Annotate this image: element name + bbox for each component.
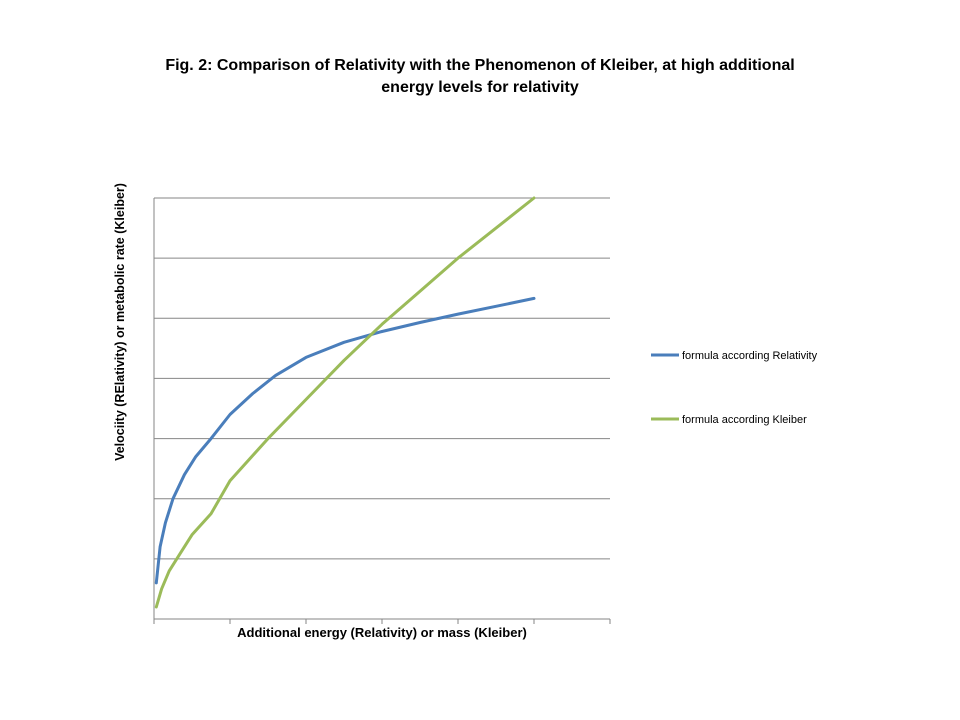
series-line-2: [154, 196, 536, 609]
x-ticks: [153, 619, 611, 624]
legend-label-2: formula according Kleiber: [682, 414, 807, 426]
chart-title-line-1: Fig. 2: Comparison of Relativity with th…: [165, 57, 795, 74]
chart-title-line-2: energy levels for relativity: [381, 79, 579, 96]
series-lines: [154, 196, 536, 609]
x-axis-label: Additional energy (Relativity) or mass (…: [237, 625, 527, 640]
chart-title: Fig. 2: Comparison of Relativity with th…: [140, 55, 820, 99]
series-line-1: [154, 296, 536, 585]
legend: formula according Relativity formula acco…: [651, 350, 818, 426]
legend-label-1: formula according Relativity: [682, 350, 818, 362]
axes: [153, 198, 610, 620]
y-axis-label: Velociity (RElativity) or metabolic rate…: [113, 183, 127, 461]
gridlines: [154, 197, 610, 560]
